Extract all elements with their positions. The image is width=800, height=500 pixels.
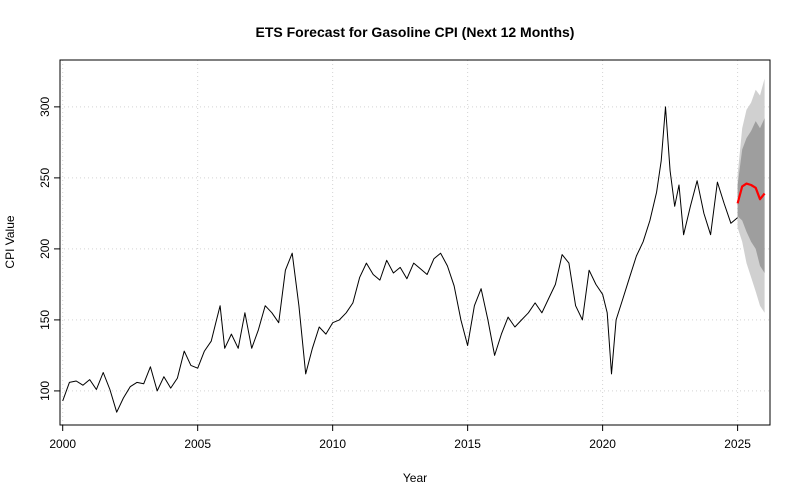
prediction-intervals <box>737 78 765 313</box>
x-tick-label: 2005 <box>184 437 211 451</box>
y-tick-label: 100 <box>38 381 52 401</box>
plot-border <box>59 59 771 426</box>
y-tick-label: 150 <box>38 310 52 330</box>
x-tick-label: 2020 <box>589 437 616 451</box>
x-axis: 2000 2005 2010 2015 2020 2025 <box>49 425 751 451</box>
x-tick-label: 2025 <box>724 437 751 451</box>
pi80-band <box>737 118 765 273</box>
history-line <box>62 106 738 413</box>
y-axis: 100 150 200 250 300 <box>38 97 60 401</box>
x-tick-label: 2000 <box>49 437 76 451</box>
grid-lines <box>60 60 770 425</box>
y-axis-label: CPI Value <box>3 215 17 268</box>
y-tick-label: 300 <box>38 97 52 117</box>
y-tick-label: 250 <box>38 168 52 188</box>
forecast-line <box>736 182 766 204</box>
series-lines <box>62 106 766 413</box>
x-tick-label: 2015 <box>454 437 481 451</box>
x-axis-label: Year <box>403 471 427 485</box>
chart-title: ETS Forecast for Gasoline CPI (Next 12 M… <box>256 24 575 40</box>
x-tick-label: 2010 <box>319 437 346 451</box>
y-tick-label: 200 <box>38 239 52 259</box>
